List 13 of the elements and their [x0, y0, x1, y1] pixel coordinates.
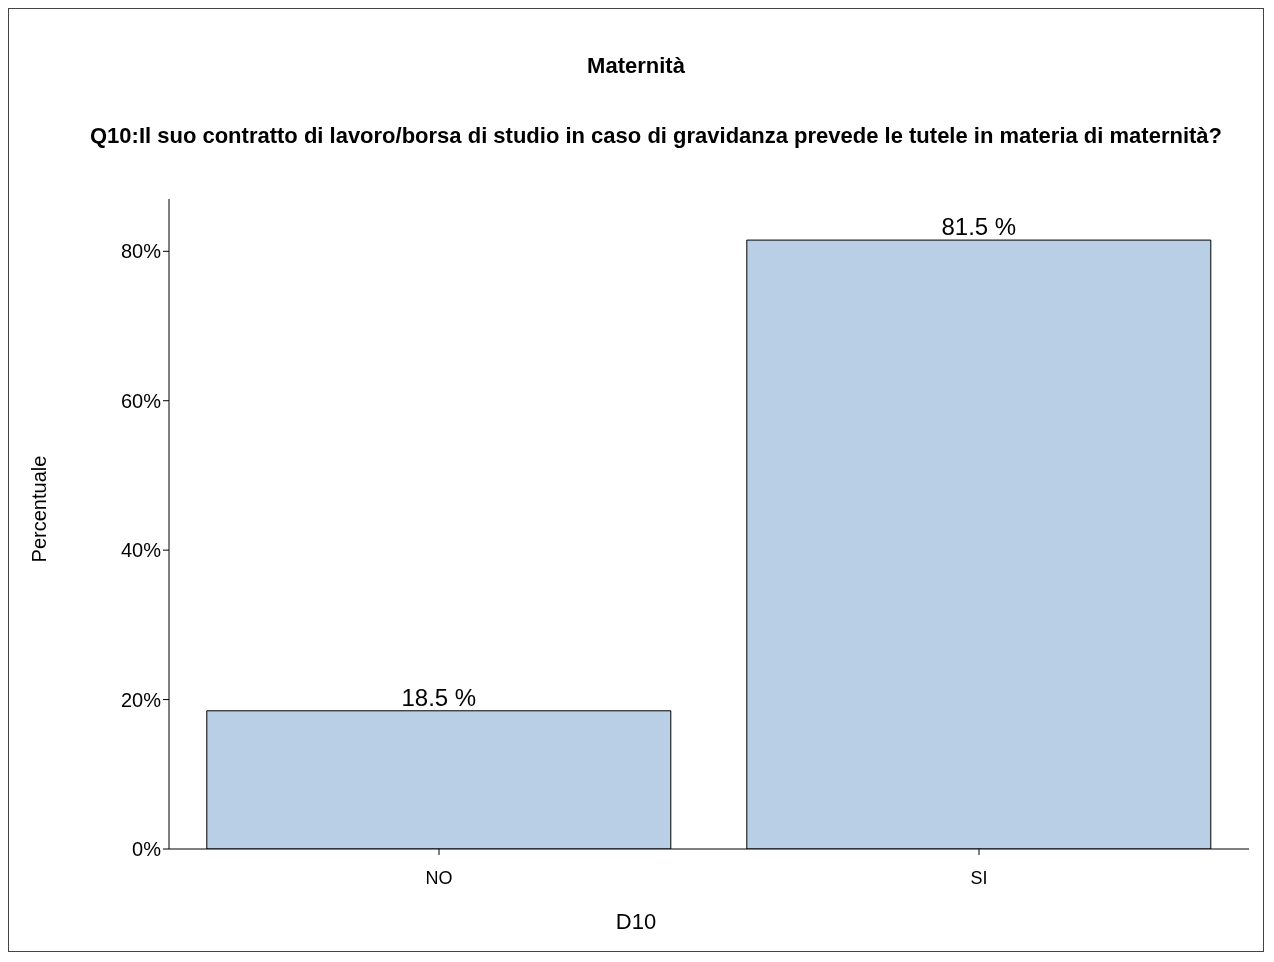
- y-tick-label: 40%: [120, 539, 162, 562]
- data-label: 81.5 %: [941, 213, 1017, 241]
- x-tick-label: SI: [970, 867, 988, 888]
- x-tick-label: NO: [425, 867, 453, 888]
- y-tick-label: 0%: [132, 838, 162, 861]
- data-label: 18.5 %: [401, 683, 477, 711]
- y-axis-title: Percentuale: [27, 455, 51, 563]
- chart-title: Maternità: [586, 53, 686, 79]
- x-axis-title: D10: [614, 909, 658, 935]
- y-tick-label: 80%: [120, 240, 162, 263]
- chart-subtitle: Q10:Il suo contratto di lavoro/borsa di studio in caso di gravidanza prevede le tutele in materia di maternità?: [88, 122, 1223, 150]
- y-tick-label: 60%: [120, 389, 162, 412]
- y-tick-label: 20%: [120, 688, 162, 711]
